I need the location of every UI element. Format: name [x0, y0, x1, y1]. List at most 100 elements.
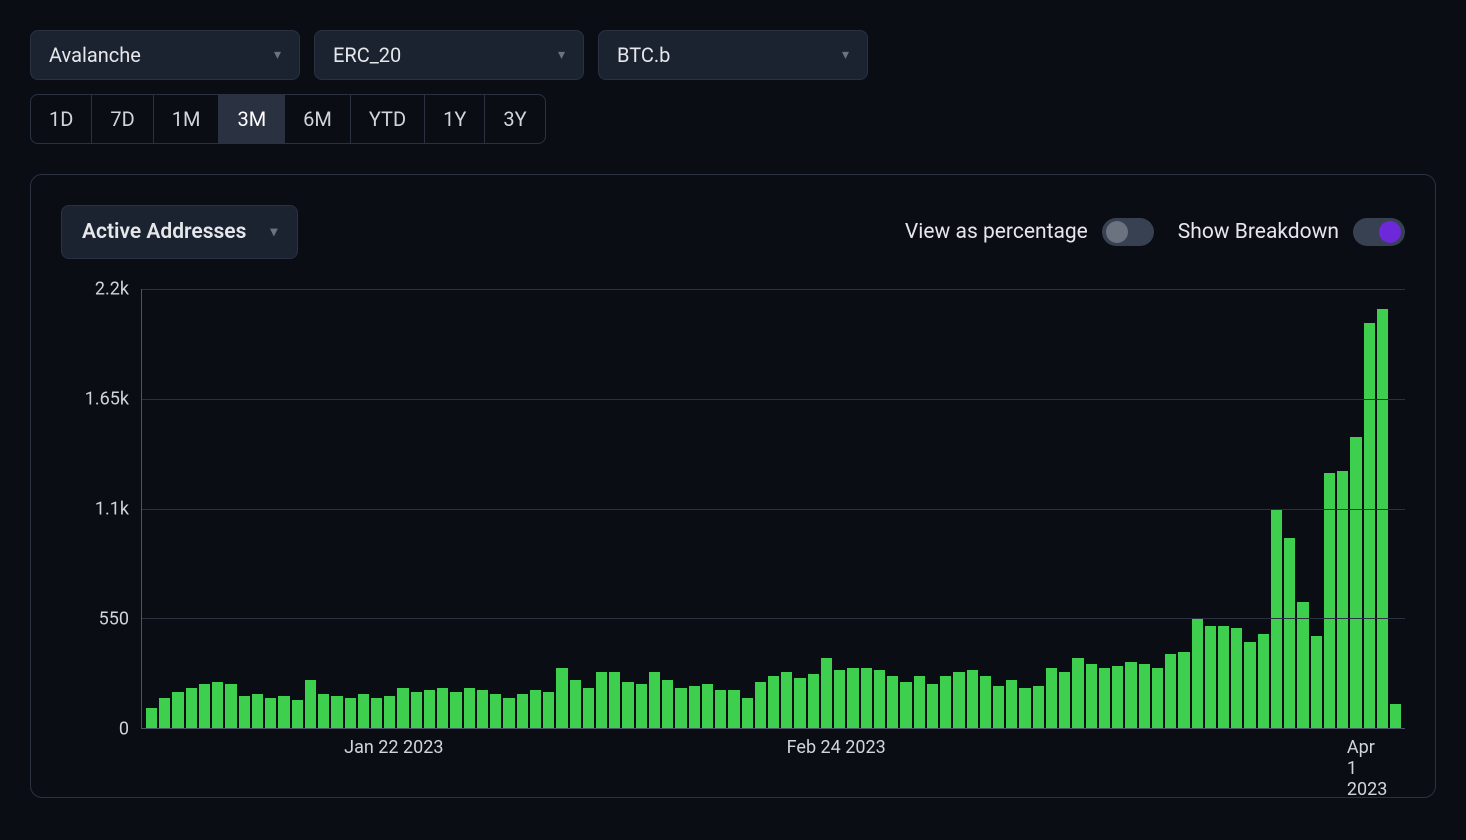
metric-label: Active Addresses — [82, 220, 246, 244]
bar — [556, 668, 567, 728]
bar — [1205, 626, 1216, 728]
bar — [450, 692, 461, 728]
show-breakdown-toggle[interactable] — [1353, 218, 1405, 246]
chevron-down-icon: ▾ — [270, 224, 277, 240]
bar — [622, 682, 633, 728]
bar — [1072, 658, 1083, 728]
y-tick-label: 1.65k — [85, 389, 129, 410]
asset-label: BTC.b — [617, 43, 670, 67]
standard-label: ERC_20 — [333, 43, 401, 67]
bar — [212, 682, 223, 728]
bar — [292, 700, 303, 728]
chevron-down-icon: ▾ — [842, 47, 849, 63]
bar — [1099, 668, 1110, 728]
bar — [1006, 680, 1017, 728]
timerange-ytd[interactable]: YTD — [351, 95, 425, 143]
bar — [239, 696, 250, 728]
gridline — [142, 399, 1405, 400]
chevron-down-icon: ▾ — [274, 47, 281, 63]
timerange-selector: 1D7D1M3M6MYTD1Y3Y — [30, 94, 546, 144]
timerange-6m[interactable]: 6M — [285, 95, 351, 143]
asset-dropdown[interactable]: BTC.b ▾ — [598, 30, 868, 80]
bar — [728, 690, 739, 728]
bar — [596, 672, 607, 728]
bar — [874, 670, 885, 728]
x-tick-label: Jan 22 2023 — [344, 737, 443, 758]
bar — [927, 684, 938, 728]
bar — [411, 692, 422, 728]
chart-header: Active Addresses ▾ View as percentage Sh… — [61, 205, 1405, 259]
chart-toggles: View as percentage Show Breakdown — [905, 218, 1405, 246]
bar — [1019, 688, 1030, 728]
bar — [794, 678, 805, 728]
standard-dropdown[interactable]: ERC_20 ▾ — [314, 30, 584, 80]
bar — [953, 672, 964, 728]
bar — [1178, 652, 1189, 728]
bar — [384, 696, 395, 728]
toggle-knob — [1106, 221, 1128, 243]
bar — [1390, 704, 1401, 728]
bar — [225, 684, 236, 728]
bar — [861, 668, 872, 728]
bar — [252, 694, 263, 728]
timerange-1y[interactable]: 1Y — [425, 95, 485, 143]
bar — [993, 686, 1004, 728]
bar — [1311, 636, 1322, 728]
bar — [940, 676, 951, 728]
bar — [1284, 538, 1295, 728]
bar — [186, 688, 197, 728]
bar — [662, 680, 673, 728]
bar — [570, 680, 581, 728]
bar — [345, 698, 356, 728]
bar — [1125, 662, 1136, 728]
bar — [689, 686, 700, 728]
bar — [768, 676, 779, 728]
bar — [887, 676, 898, 728]
bar — [331, 696, 342, 728]
bar — [517, 694, 528, 728]
bar — [980, 676, 991, 728]
timerange-1d[interactable]: 1D — [31, 95, 92, 143]
bar — [1033, 686, 1044, 728]
bar — [437, 688, 448, 728]
bar — [1152, 668, 1163, 728]
timerange-7d[interactable]: 7D — [92, 95, 153, 143]
chevron-down-icon: ▾ — [558, 47, 565, 63]
metric-dropdown[interactable]: Active Addresses ▾ — [61, 205, 298, 259]
bar — [530, 690, 541, 728]
bar — [490, 694, 501, 728]
bar — [636, 684, 647, 728]
bar — [503, 698, 514, 728]
gridline — [142, 618, 1405, 619]
bar — [609, 672, 620, 728]
bar — [397, 688, 408, 728]
bar — [900, 682, 911, 728]
y-tick-label: 550 — [99, 609, 129, 630]
bar — [305, 680, 316, 728]
bar — [649, 672, 660, 728]
timerange-3y[interactable]: 3Y — [485, 95, 544, 143]
bar — [1364, 323, 1375, 728]
bar — [1377, 309, 1388, 728]
bar — [1059, 672, 1070, 728]
timerange-3m[interactable]: 3M — [219, 95, 285, 143]
bar — [914, 676, 925, 728]
timerange-1m[interactable]: 1M — [154, 95, 220, 143]
chain-dropdown[interactable]: Avalanche ▾ — [30, 30, 300, 80]
bar — [781, 672, 792, 728]
y-tick-label: 1.1k — [95, 499, 129, 520]
bar — [715, 690, 726, 728]
gridline — [142, 289, 1405, 290]
bar — [583, 688, 594, 728]
y-tick-label: 0 — [119, 719, 129, 740]
view-as-percentage-toggle[interactable] — [1102, 218, 1154, 246]
bar — [318, 694, 329, 728]
bar — [1046, 668, 1057, 728]
bar — [543, 692, 554, 728]
bar — [847, 668, 858, 728]
bar — [1324, 473, 1335, 728]
bar — [808, 674, 819, 728]
bar — [146, 708, 157, 728]
gridline — [142, 509, 1405, 510]
bar — [1165, 654, 1176, 728]
